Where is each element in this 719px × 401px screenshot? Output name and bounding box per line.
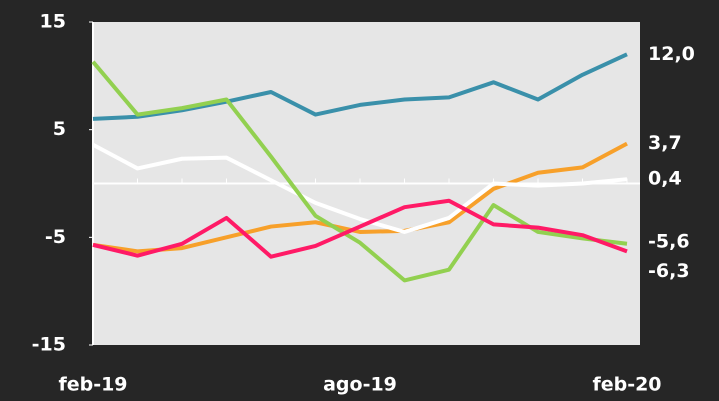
y-tick-label: -5: [45, 226, 66, 248]
y-tick-label: -15: [32, 334, 66, 356]
line-series: [92, 198, 628, 259]
value-label: -5,6: [648, 230, 690, 252]
y-tick-label: 5: [53, 118, 66, 140]
value-label: -6,3: [648, 260, 690, 282]
value-label: 3,7: [648, 132, 682, 154]
y-tick-label: 15: [40, 11, 66, 33]
line-series: [92, 52, 628, 121]
x-tick-label: feb-20: [592, 374, 661, 396]
value-label: 0,4: [648, 168, 682, 190]
value-label: 12,0: [648, 43, 695, 65]
line-series: [92, 142, 628, 234]
x-tick-label: ago-19: [323, 374, 397, 396]
line-series: [92, 141, 628, 254]
line-series: [91, 60, 628, 283]
x-tick-label: feb-19: [58, 374, 127, 396]
